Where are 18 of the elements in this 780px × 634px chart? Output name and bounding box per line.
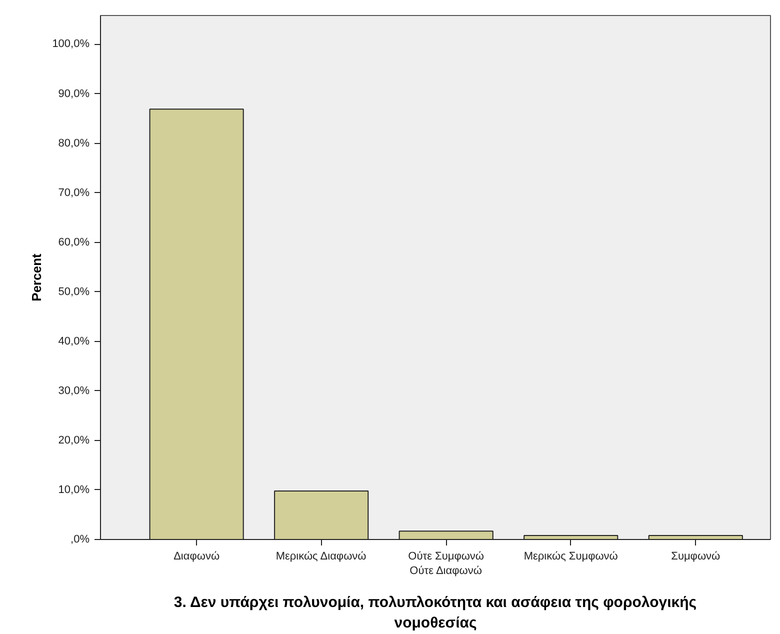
y-tick-label: 20,0% xyxy=(58,434,90,446)
x-tick-label: Διαφωνώ xyxy=(174,550,220,562)
y-tick-label: 50,0% xyxy=(58,286,90,298)
y-tick-label: 70,0% xyxy=(58,186,90,199)
y-tick-label: 80,0% xyxy=(58,137,90,150)
y-tick-label: 40,0% xyxy=(58,335,90,348)
y-tick-label: 60,0% xyxy=(58,236,90,248)
y-tick-label: 100,0% xyxy=(52,38,90,50)
x-tick-label: Μερικώς Διαφωνώ xyxy=(276,550,367,562)
y-axis-title: Percent xyxy=(29,252,44,302)
y-tick-label: 10,0% xyxy=(58,484,90,496)
y-tick-label: ,0% xyxy=(70,534,90,546)
y-tick-label: 30,0% xyxy=(58,384,90,397)
x-tick-label: Ούτε Συμφωνώ Ούτε Διαφωνώ xyxy=(408,550,484,577)
x-tick-label: Μερικώς Συμφωνώ xyxy=(524,550,618,562)
y-tick-label: 90,0% xyxy=(58,88,90,100)
x-axis-title: 3. Δεν υπάρχει πολυνομία, πολυπλοκότητα και ασάφεια της φορολογικής νομοθεσίας xyxy=(174,594,697,632)
x-tick-label: Συμφωνώ xyxy=(671,550,721,562)
